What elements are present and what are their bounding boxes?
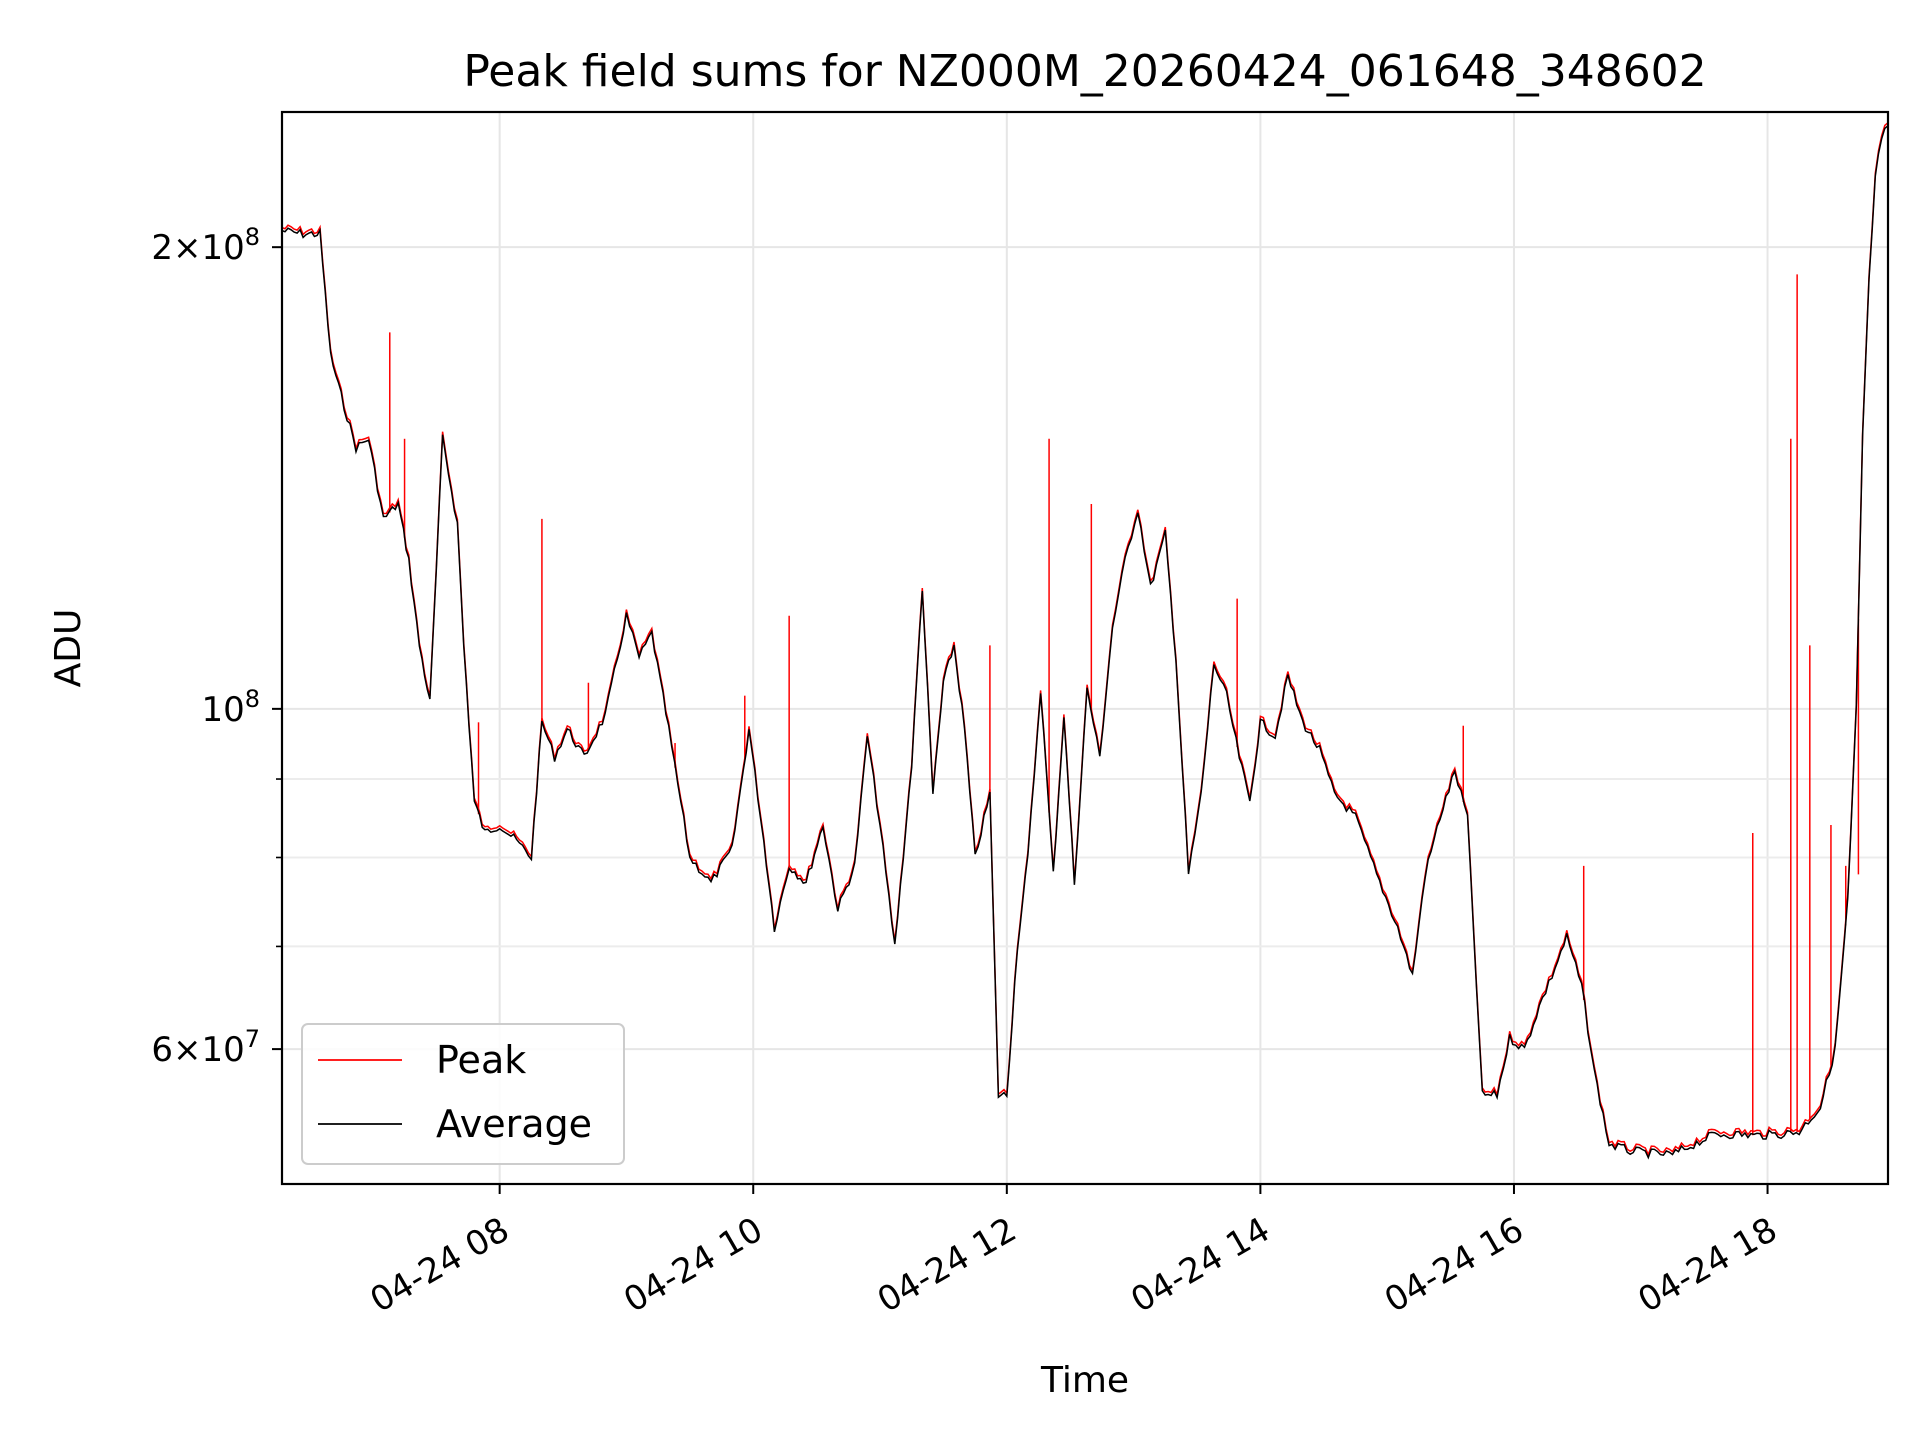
plot-frame (280, 110, 1890, 1186)
y-axis-label: ADU (48, 609, 89, 688)
chart-title: Peak field sums for NZ000M_20260424_0616… (463, 46, 1706, 97)
series-clipped (282, 122, 1888, 1160)
legend-box (301, 1023, 625, 1165)
legend: Peak Average (301, 1023, 625, 1165)
x-axis-label: Time (1040, 1360, 1129, 1401)
series-group (282, 122, 1888, 1160)
legend-label-peak: Peak (436, 1038, 526, 1082)
series-line-average (282, 125, 1888, 1160)
y-tick-label: 6×107 (151, 1025, 260, 1070)
y-tick-label: 2×108 (151, 223, 260, 268)
grid (282, 112, 1888, 1184)
y-tick-label: 108 (201, 685, 260, 730)
legend-label-average: Average (436, 1102, 592, 1146)
